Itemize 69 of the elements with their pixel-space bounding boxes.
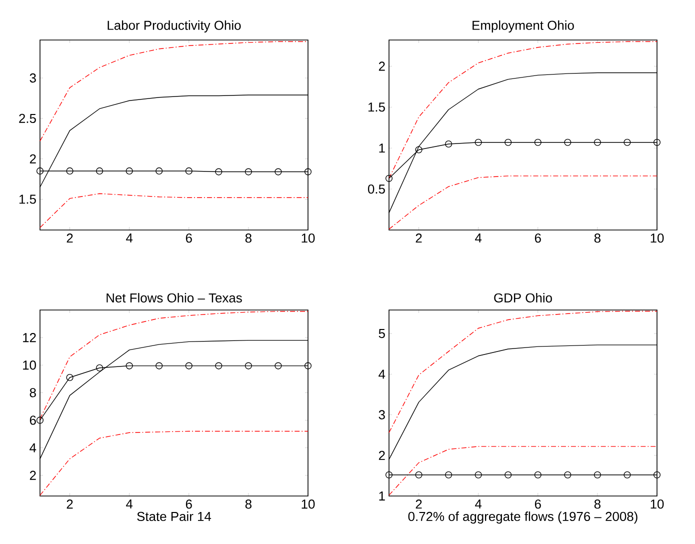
line-series	[388, 41, 658, 179]
x-tick-label: 8	[594, 234, 600, 243]
x-tick-label: 2	[416, 500, 422, 509]
x-tick-label: 2	[66, 500, 73, 509]
x-tick-label: 6	[534, 234, 541, 243]
x-tick-label: 4	[475, 234, 482, 242]
y-tick-label: 10	[23, 360, 36, 370]
y-tick-label: 5	[378, 329, 385, 338]
y-tick-label: 0.5	[368, 184, 385, 194]
y-tick-label: 2	[30, 470, 36, 480]
chart-title: Employment Ohio	[472, 20, 574, 32]
point	[474, 138, 482, 146]
point	[415, 146, 422, 154]
x-tick-label: 4	[475, 500, 482, 508]
point	[36, 416, 44, 424]
x-tick-label: 2	[416, 234, 422, 243]
point	[624, 138, 631, 146]
point	[564, 138, 572, 146]
x-tick-label: 4	[126, 234, 133, 242]
x-tick-label: 10	[302, 500, 315, 509]
chart-title: Labor Productivity Ohio	[108, 20, 241, 32]
chart-title: Net Flows Ohio – Texas	[106, 292, 242, 302]
point	[215, 362, 222, 370]
x-tick-label: 6	[186, 500, 192, 509]
point	[185, 362, 192, 370]
point	[96, 364, 104, 372]
y-tick-label: 2.5	[19, 114, 36, 124]
y-tick-label: 2	[378, 62, 385, 71]
y-tick-label: 6	[30, 416, 36, 425]
point	[66, 374, 74, 382]
line-series	[40, 41, 308, 142]
y-tick-label: 4	[378, 370, 386, 379]
y-tick-label: 2	[378, 450, 385, 460]
point	[304, 362, 312, 370]
chart-title: GDP Ohio	[494, 292, 552, 302]
y-tick-label: 3	[378, 410, 385, 420]
point	[274, 362, 282, 370]
x-tick-label: 4	[126, 500, 133, 508]
y-tick-label: 1.5	[368, 102, 385, 112]
y-tick-label: 12	[23, 333, 36, 342]
line-series	[388, 310, 658, 433]
x-axis-title: 0.72% of aggregate flows (1976 – 2008)	[408, 512, 638, 524]
point	[126, 362, 133, 370]
x-tick-label: 6	[186, 234, 192, 243]
point	[653, 138, 661, 146]
point	[594, 138, 601, 146]
point	[385, 174, 393, 182]
x-axis-title: State Pair 14	[137, 512, 212, 522]
line-series	[40, 311, 308, 420]
point	[244, 362, 252, 370]
y-tick-label: 2	[30, 154, 36, 164]
point	[534, 138, 542, 146]
x-tick-label: 10	[650, 500, 664, 509]
y-tick-label: 1	[379, 492, 385, 500]
y-tick-label: 1.5	[19, 194, 36, 204]
y-tick-label: 1	[379, 144, 385, 153]
point	[445, 140, 452, 148]
x-tick-label: 8	[594, 500, 600, 509]
x-tick-label: 6	[534, 500, 541, 509]
x-tick-label: 2	[66, 234, 73, 243]
point	[156, 362, 163, 370]
y-tick-label: 8	[30, 388, 36, 398]
x-tick-label: 10	[302, 234, 315, 243]
x-tick-label: 8	[245, 234, 252, 243]
x-tick-label: 10	[650, 234, 664, 243]
y-tick-label: 4	[30, 443, 36, 452]
x-tick-label: 8	[245, 500, 252, 509]
point	[504, 138, 512, 146]
y-tick-label: 3	[30, 73, 36, 83]
